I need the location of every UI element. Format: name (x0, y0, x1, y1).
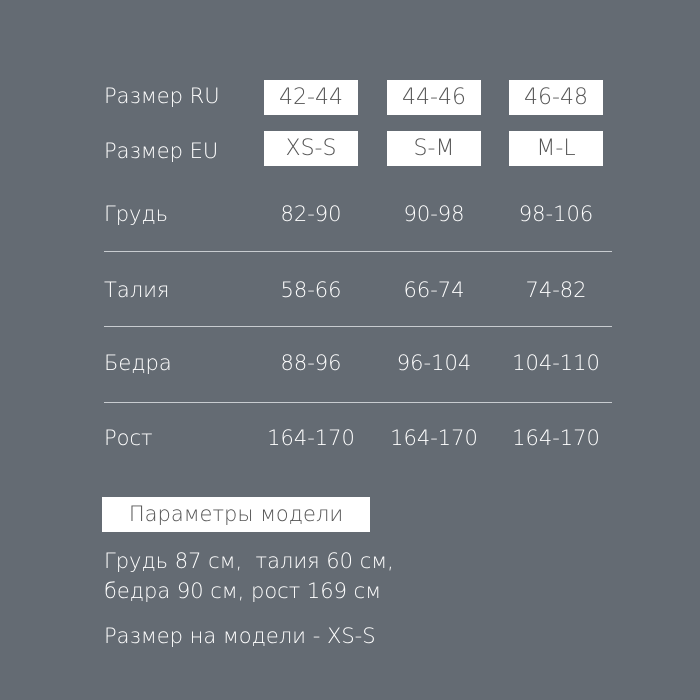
divider (104, 402, 612, 403)
cell-value: 82-90 (280, 202, 342, 226)
model-size: Размер на модели - XS-S (104, 624, 376, 648)
size-eu-box: S-M (387, 131, 481, 166)
cell-value: 58-66 (280, 278, 342, 302)
divider (104, 326, 612, 327)
cell-value: 90-98 (403, 202, 465, 226)
size-eu-box: M-L (509, 131, 603, 166)
cell-value: 74-82 (525, 278, 587, 302)
size-ru-box: 46-48 (509, 80, 603, 115)
cell-value: 104-110 (512, 351, 600, 375)
cell-value: 66-74 (403, 278, 465, 302)
cell-value: 98-106 (518, 202, 594, 226)
label-chest: Грудь (104, 202, 169, 226)
cell-value: 164-170 (512, 426, 600, 450)
label-height: Рост (104, 426, 153, 450)
model-measurements-line2: бедра 90 см, рост 169 см (104, 579, 382, 603)
model-measurements-line1: Грудь 87 см, талия 60 см, (104, 549, 394, 573)
cell-value: 88-96 (280, 351, 342, 375)
size-eu-box: XS-S (264, 131, 358, 166)
label-size-ru: Размер RU (104, 84, 220, 108)
size-ru-box: 44-46 (387, 80, 481, 115)
cell-value: 96-104 (396, 351, 472, 375)
label-size-eu: Размер EU (104, 139, 219, 163)
cell-value: 164-170 (390, 426, 478, 450)
model-params-title: Параметры модели (102, 497, 370, 532)
size-ru-box: 42-44 (264, 80, 358, 115)
divider (104, 251, 612, 252)
cell-value: 164-170 (267, 426, 355, 450)
label-hips: Бедра (104, 351, 172, 375)
label-waist: Талия (104, 278, 170, 302)
